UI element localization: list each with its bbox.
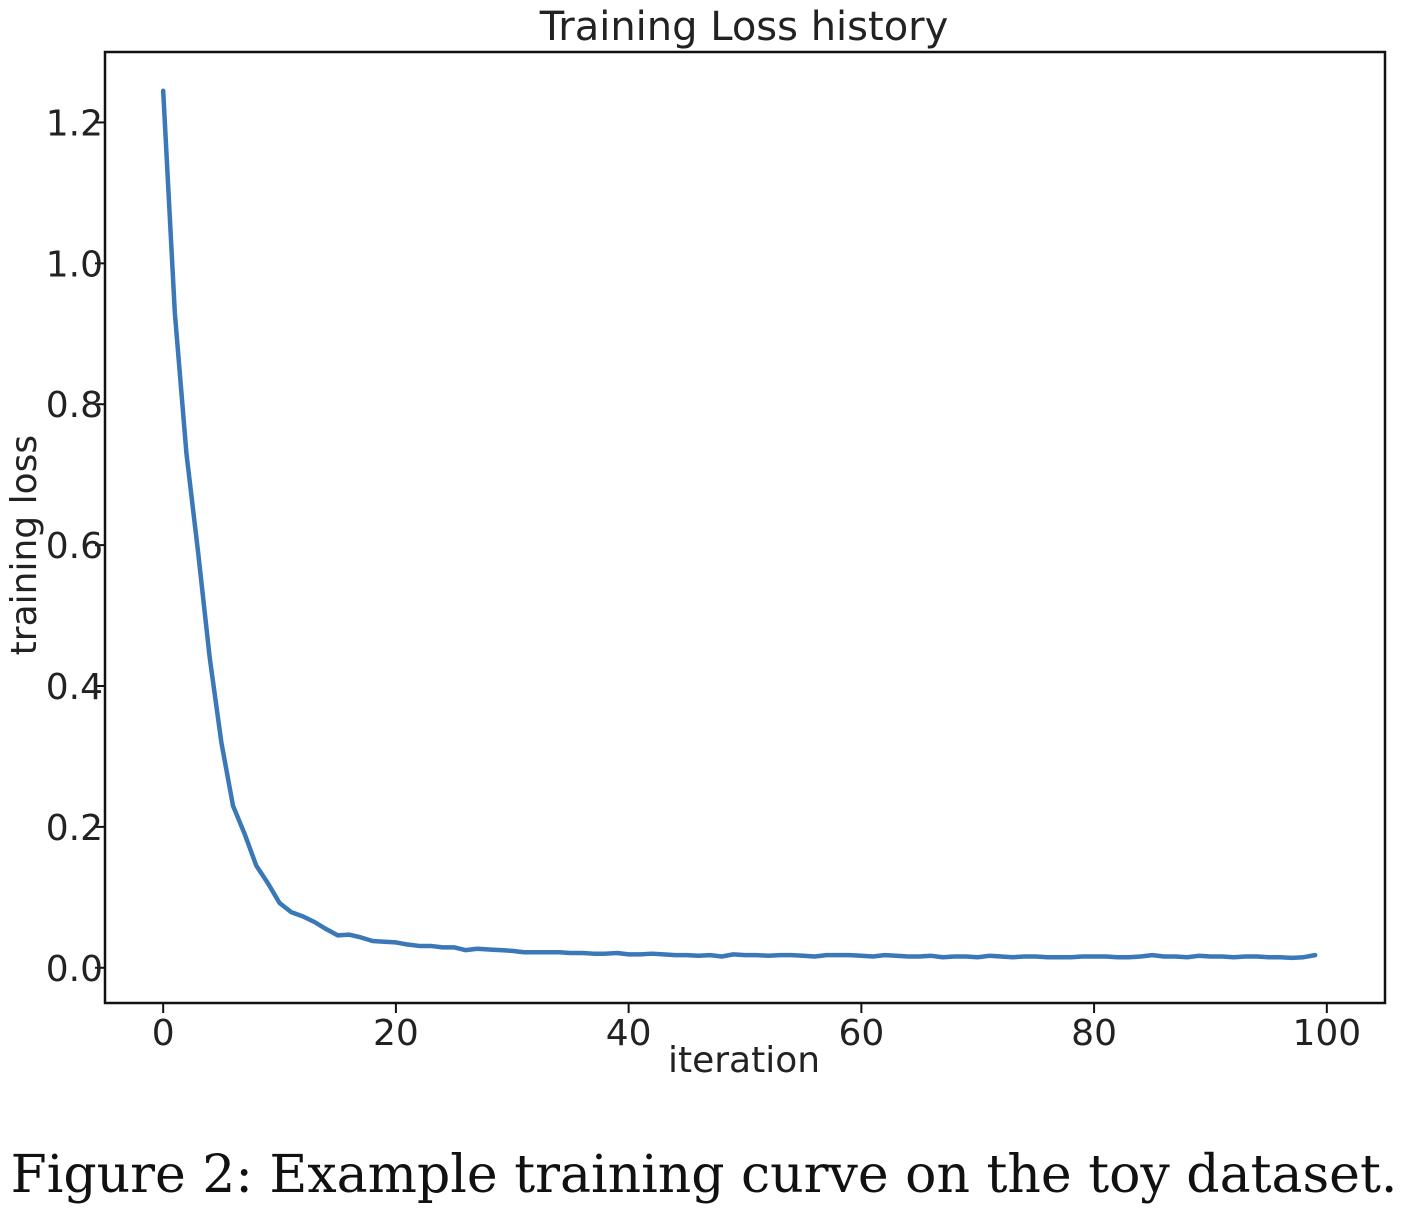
y-tick-label: 0.8	[46, 385, 103, 426]
chart-title: Training Loss history	[539, 4, 949, 50]
x-tick-label: 60	[838, 1013, 884, 1054]
x-axis-ticks: 0 20 40 60 80 100	[152, 1003, 1361, 1054]
x-tick-label: 80	[1071, 1013, 1117, 1054]
x-tick-label: 20	[373, 1013, 419, 1054]
figure-caption: Figure 2: Example training curve on the …	[10, 1145, 1398, 1205]
y-tick-label: 0.0	[46, 949, 103, 990]
x-tick-label: 40	[606, 1013, 652, 1054]
y-tick-label: 0.6	[46, 526, 103, 567]
x-axis-label: iteration	[668, 1040, 820, 1081]
y-axis-ticks: 0.0 0.2 0.4 0.6 0.8 1.0 1.2	[46, 103, 105, 990]
y-tick-label: 0.4	[46, 667, 103, 708]
y-tick-label: 1.0	[46, 244, 103, 285]
y-axis-label: training loss	[4, 435, 45, 655]
training-loss-series-line	[160, 88, 1318, 961]
x-tick-label: 100	[1292, 1013, 1361, 1054]
plot-area-frame	[103, 50, 1387, 1005]
y-tick-label: 0.2	[46, 808, 103, 849]
x-tick-label: 0	[152, 1013, 175, 1054]
y-tick-label: 1.2	[46, 103, 103, 144]
